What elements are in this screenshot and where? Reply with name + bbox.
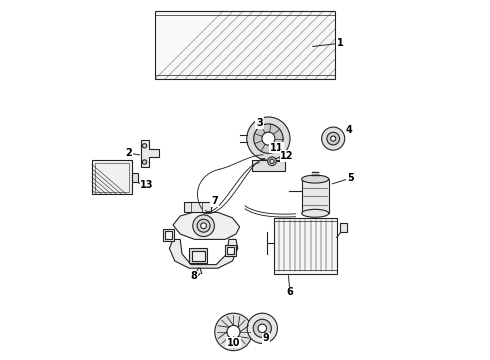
Circle shape (201, 223, 206, 229)
Bar (274, 218, 337, 274)
Circle shape (227, 325, 240, 338)
Circle shape (143, 144, 147, 148)
Polygon shape (173, 212, 240, 239)
Circle shape (258, 324, 267, 333)
Text: 1: 1 (337, 38, 344, 48)
Text: 8: 8 (191, 271, 197, 282)
Text: 12: 12 (280, 151, 294, 161)
Bar (227, 247, 234, 254)
Polygon shape (170, 239, 238, 268)
Text: 2: 2 (126, 148, 132, 158)
Bar (192, 251, 205, 261)
Bar (225, 245, 236, 256)
Bar (132, 174, 138, 183)
Circle shape (197, 219, 210, 232)
Circle shape (253, 319, 271, 337)
Circle shape (193, 215, 215, 237)
Bar (189, 248, 207, 263)
Bar (184, 202, 211, 212)
Text: 13: 13 (140, 180, 154, 190)
Text: 9: 9 (263, 333, 270, 343)
Text: 6: 6 (287, 287, 294, 297)
Text: 11: 11 (270, 143, 283, 153)
Circle shape (327, 132, 340, 145)
Bar (155, 11, 335, 79)
Bar (163, 229, 174, 241)
Circle shape (321, 127, 345, 150)
Circle shape (215, 313, 252, 351)
Ellipse shape (302, 175, 329, 183)
Circle shape (331, 136, 336, 141)
Bar (92, 160, 132, 194)
Text: 5: 5 (347, 173, 354, 183)
Bar (95, 163, 129, 192)
Circle shape (254, 124, 283, 153)
Bar (252, 160, 285, 171)
Text: 3: 3 (256, 118, 263, 128)
Circle shape (247, 117, 290, 160)
Circle shape (268, 157, 276, 166)
Text: 7: 7 (211, 196, 218, 206)
Text: 10: 10 (227, 338, 240, 348)
Ellipse shape (302, 209, 329, 217)
Bar (341, 223, 347, 232)
Circle shape (270, 159, 274, 163)
Bar (165, 231, 172, 239)
Circle shape (143, 160, 147, 164)
Polygon shape (141, 140, 159, 167)
Circle shape (262, 132, 275, 145)
Circle shape (247, 313, 277, 343)
Bar (302, 179, 329, 213)
Text: 4: 4 (346, 125, 353, 135)
